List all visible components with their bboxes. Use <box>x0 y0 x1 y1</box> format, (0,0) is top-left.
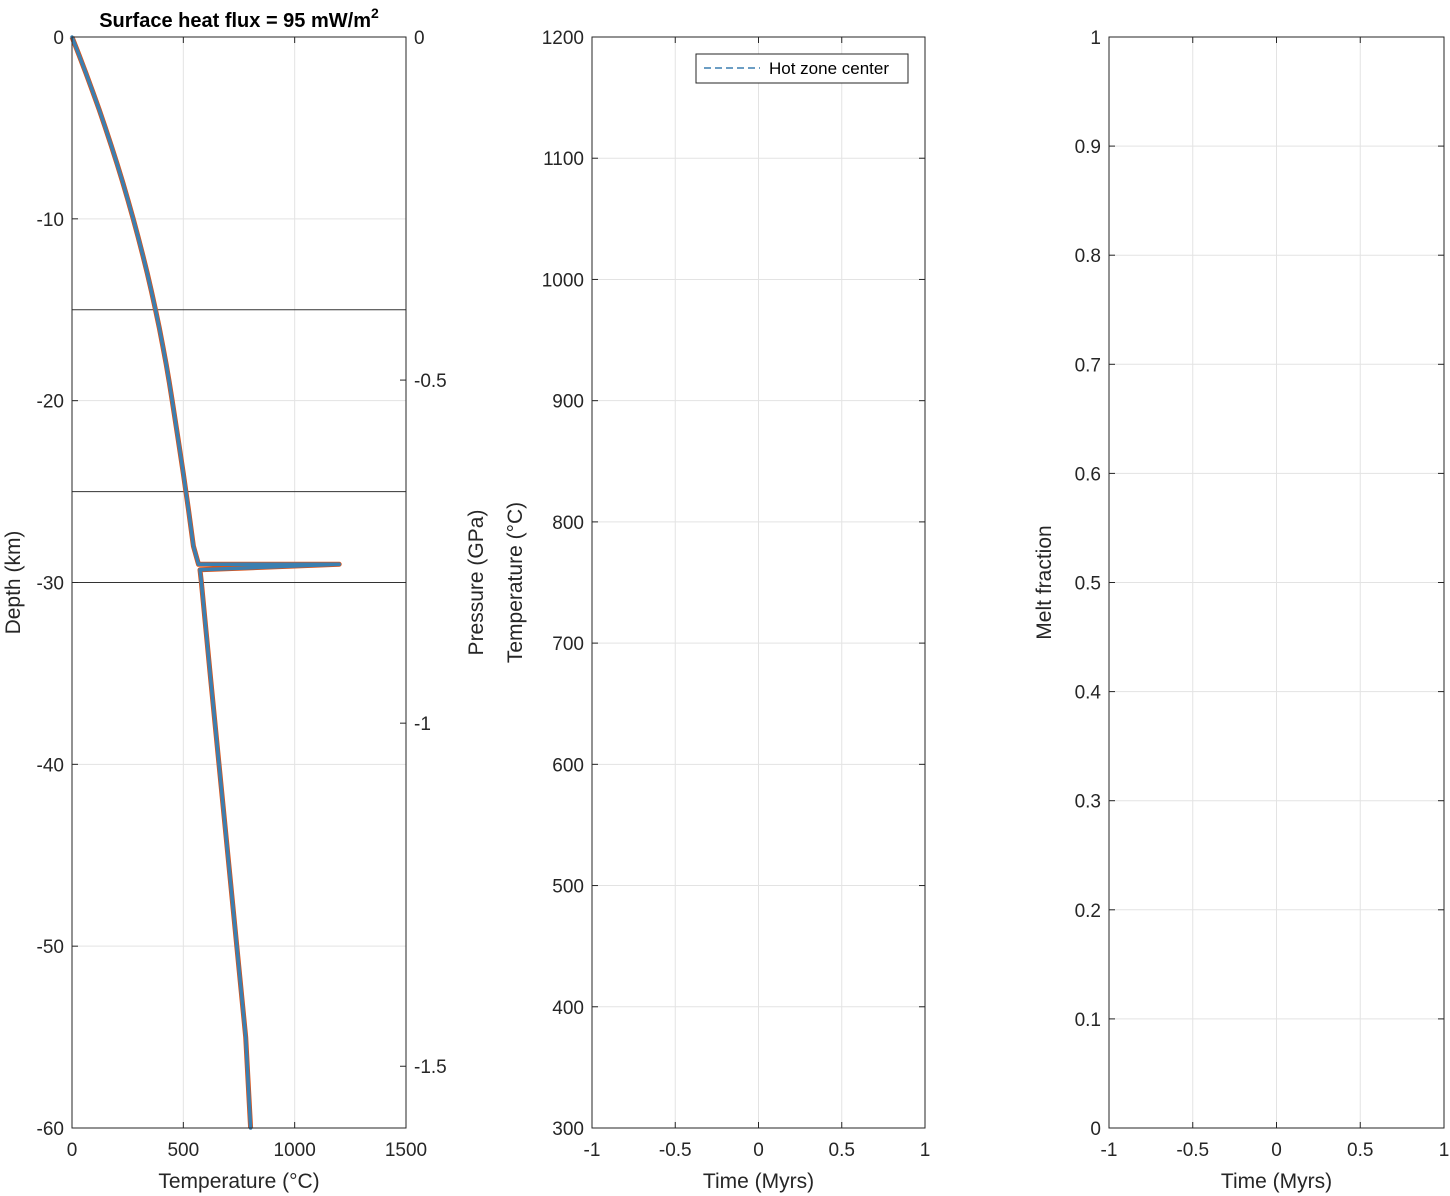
x-tick-label: -1 <box>584 1140 601 1161</box>
y-tick-label: 1100 <box>543 149 584 170</box>
x-tick-label: 0 <box>753 1140 764 1161</box>
chart-panel-3: -1 -0.5 0 0.5 1 0 0.1 0.2 0.3 0.4 0.5 0.6 0.7 0.8 0.9 1… <box>1033 28 1449 1193</box>
y-tick-label: 900 <box>552 392 584 413</box>
y2-tick-label: -1.5 <box>414 1057 447 1078</box>
y-axis-label: Depth (km) <box>2 531 25 635</box>
y-tick-label: 0.2 <box>1075 901 1101 922</box>
y-tick-label: 0 <box>1090 1119 1101 1140</box>
x-axis-label: Temperature (°C) <box>158 1170 319 1193</box>
x-tick-label: 500 <box>167 1140 199 1161</box>
y-tick-label: -30 <box>37 574 64 595</box>
y-axis-label: Temperature (°C) <box>504 502 527 663</box>
x-tick-label: 0.5 <box>1347 1140 1373 1161</box>
y-tick-label: -60 <box>37 1119 64 1140</box>
x-tick-label: 1 <box>920 1140 931 1161</box>
y-tick-label: 0.5 <box>1075 574 1101 595</box>
x-axis-label: Time (Myrs) <box>703 1170 814 1193</box>
y-tick-label: 600 <box>552 755 584 776</box>
y-tick-label: 300 <box>552 1119 584 1140</box>
legend-label: Hot zone center <box>769 59 889 78</box>
x-tick-label: 0.5 <box>829 1140 855 1161</box>
y2-tick-label: 0 <box>414 28 425 49</box>
y-tick-label: 0.6 <box>1075 464 1101 485</box>
y2-axis-label: Pressure (GPa) <box>465 510 488 656</box>
y-tick-label: 1 <box>1090 28 1101 49</box>
y2-tick-label: -0.5 <box>414 371 447 392</box>
x-tick-label: -0.5 <box>1176 1140 1209 1161</box>
chart-title: Surface heat flux = 95 mW/m2 <box>99 5 379 32</box>
y-tick-label: -10 <box>37 210 64 231</box>
y-tick-label: 1200 <box>542 28 584 49</box>
y-tick-label: -20 <box>37 392 64 413</box>
y-tick-label: 0.9 <box>1075 137 1101 158</box>
y-tick-label: -50 <box>37 937 64 958</box>
y-tick-label: 0.3 <box>1075 792 1101 813</box>
y-tick-label: 0.8 <box>1075 246 1101 267</box>
y-tick-label: 0.4 <box>1075 683 1102 704</box>
y-tick-label: 500 <box>552 877 584 898</box>
y-tick-label: 0 <box>53 28 64 49</box>
x-tick-label: 1000 <box>274 1140 316 1161</box>
series-line-1 <box>70 35 341 1130</box>
x-tick-label: 0 <box>67 1140 78 1161</box>
y-tick-label: 700 <box>552 634 584 655</box>
chart-panel-2: -1 -0.5 0 0.5 1 300 400 500 600 700 800 900 1000 1100… <box>504 28 930 1193</box>
chart-panel-1: 0 500 1000 15000-10-20-30-40-50-600-0.5-1-1… <box>2 5 488 1193</box>
y-tick-label: 400 <box>552 998 584 1019</box>
y-tick-label: 0.1 <box>1075 1010 1101 1031</box>
x-tick-label: 0 <box>1271 1140 1282 1161</box>
x-tick-label: -1 <box>1101 1140 1118 1161</box>
x-tick-label: 1 <box>1439 1140 1450 1161</box>
legend: Hot zone center <box>695 53 909 84</box>
y-tick-label: 1000 <box>542 270 584 291</box>
x-tick-label: -0.5 <box>659 1140 692 1161</box>
x-tick-label: 1500 <box>385 1140 427 1161</box>
y-tick-label: 800 <box>552 513 584 534</box>
y-tick-label: -40 <box>37 755 64 776</box>
y2-tick-label: -1 <box>414 714 431 735</box>
y-tick-label: 0.7 <box>1075 355 1101 376</box>
y-axis-label: Melt fraction <box>1033 525 1056 639</box>
x-axis-label: Time (Myrs) <box>1221 1170 1332 1193</box>
